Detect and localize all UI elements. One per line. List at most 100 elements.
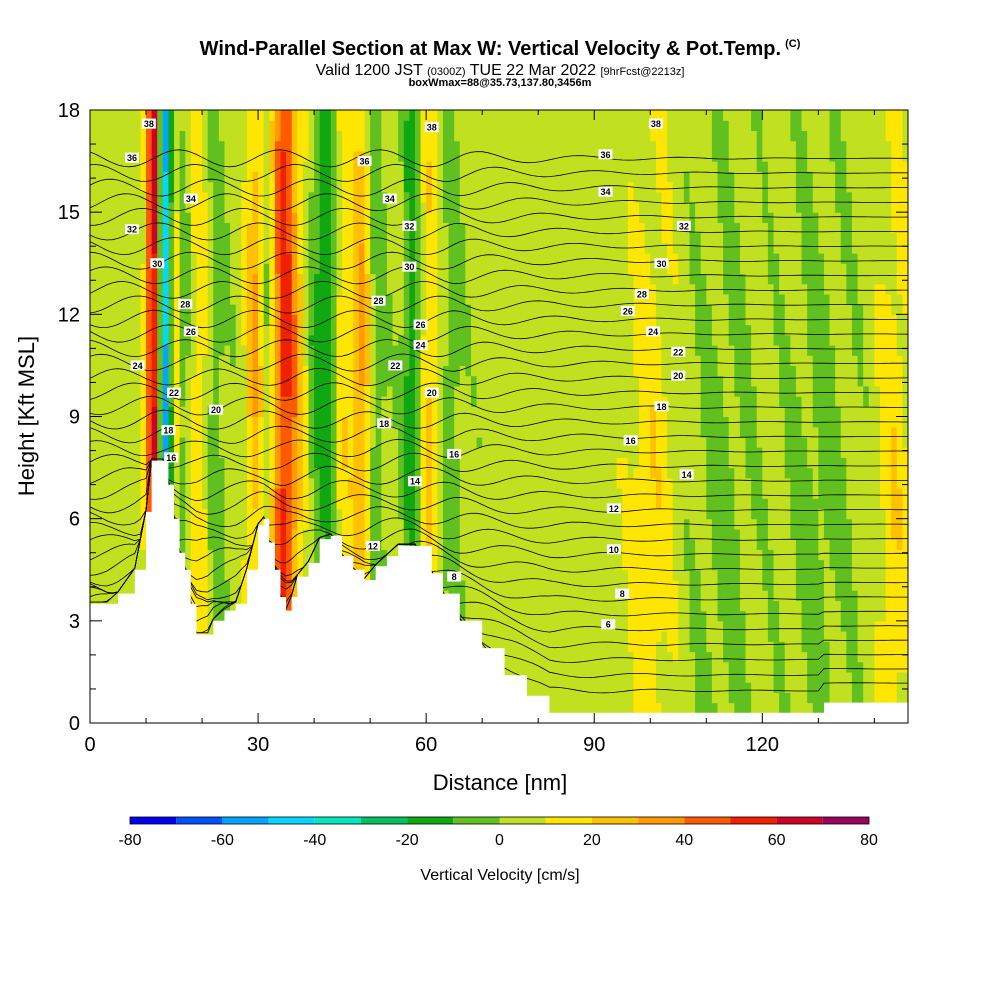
velocity-cell — [538, 641, 545, 653]
velocity-cell — [370, 334, 377, 346]
velocity-cell — [353, 191, 360, 203]
velocity-cell — [342, 140, 349, 152]
velocity-cell — [504, 396, 511, 407]
velocity-cell — [543, 539, 551, 550]
velocity-cell — [151, 222, 158, 234]
velocity-cell — [403, 212, 410, 223]
velocity-cell — [515, 273, 523, 285]
velocity-cell — [140, 130, 147, 142]
velocity-cell — [426, 447, 433, 458]
velocity-cell — [174, 283, 181, 295]
velocity-cell — [364, 304, 371, 315]
velocity-cell — [274, 110, 282, 121]
velocity-cell — [325, 518, 332, 530]
velocity-cell — [291, 569, 298, 581]
velocity-cell — [319, 201, 326, 213]
velocity-cell — [493, 130, 500, 142]
velocity-cell — [179, 201, 186, 213]
velocity-cell — [196, 457, 203, 469]
velocity-cell — [459, 181, 466, 193]
velocity-cell — [330, 344, 338, 356]
velocity-cell — [258, 324, 265, 336]
velocity-cell — [482, 293, 489, 305]
velocity-cell — [538, 579, 545, 591]
velocity-cell — [330, 120, 338, 132]
velocity-cell — [532, 426, 539, 438]
velocity-cell — [470, 334, 478, 346]
velocity-cell — [291, 406, 298, 418]
velocity-cell — [409, 375, 416, 387]
velocity-cell — [174, 273, 181, 285]
velocity-cell — [129, 477, 136, 489]
velocity-cell — [454, 406, 461, 418]
velocity-cell — [364, 212, 371, 223]
velocity-cell — [420, 212, 427, 223]
velocity-cell — [202, 375, 209, 387]
velocity-cell — [274, 528, 282, 540]
velocity-cell — [470, 457, 478, 469]
velocity-cell — [358, 549, 366, 561]
velocity-cell — [157, 140, 164, 152]
velocity-cell — [207, 528, 214, 540]
velocity-cell — [207, 436, 214, 448]
velocity-cell — [470, 426, 478, 438]
velocity-cell — [476, 385, 483, 397]
velocity-cell — [527, 283, 534, 295]
velocity-cell — [336, 365, 343, 377]
velocity-cell — [398, 477, 405, 489]
velocity-cell — [549, 702, 556, 714]
velocity-cell — [325, 201, 332, 213]
velocity-cell — [118, 253, 125, 264]
velocity-cell — [403, 355, 410, 367]
velocity-cell — [459, 508, 466, 520]
velocity-cell — [168, 304, 175, 315]
velocity-cell — [454, 375, 461, 387]
velocity-cell — [392, 161, 399, 172]
velocity-cell — [330, 467, 338, 479]
velocity-cell — [470, 120, 478, 132]
velocity-cell — [235, 130, 242, 142]
velocity-cell — [213, 539, 220, 550]
velocity-cell — [549, 620, 556, 632]
velocity-cell — [437, 110, 444, 121]
velocity-cell — [280, 488, 287, 499]
velocity-cell — [381, 304, 388, 315]
velocity-cell — [437, 355, 444, 367]
velocity-cell — [274, 559, 282, 571]
velocity-cell — [510, 120, 517, 132]
velocity-cell — [431, 171, 438, 183]
velocity-cell — [274, 253, 282, 264]
velocity-cell — [95, 406, 102, 418]
velocity-cell — [392, 212, 399, 223]
velocity-cell — [347, 396, 354, 407]
velocity-cell — [213, 293, 220, 305]
velocity-cell — [90, 385, 97, 397]
velocity-cell — [532, 375, 539, 387]
velocity-cell — [202, 212, 209, 223]
velocity-cell — [297, 406, 304, 418]
velocity-cell — [493, 191, 500, 203]
velocity-cell — [482, 600, 489, 612]
velocity-cell — [375, 396, 382, 407]
velocity-cell — [448, 273, 455, 285]
velocity-cell — [431, 334, 438, 346]
velocity-cell — [241, 344, 248, 356]
velocity-cell — [465, 549, 472, 561]
velocity-cell — [465, 171, 472, 183]
velocity-cell — [532, 385, 539, 397]
velocity-cell — [370, 436, 377, 448]
velocity-cell — [302, 498, 310, 510]
velocity-cell — [207, 232, 214, 244]
velocity-cell — [392, 396, 399, 407]
velocity-cell — [392, 181, 399, 193]
velocity-cell — [459, 396, 466, 407]
velocity-cell — [319, 283, 326, 295]
velocity-cell — [297, 222, 304, 234]
velocity-cell — [392, 467, 399, 479]
velocity-cell — [168, 120, 175, 132]
velocity-cell — [476, 232, 483, 244]
velocity-cell — [532, 140, 539, 152]
velocity-cell — [459, 447, 466, 458]
velocity-cell — [431, 436, 438, 448]
velocity-cell — [364, 528, 371, 540]
